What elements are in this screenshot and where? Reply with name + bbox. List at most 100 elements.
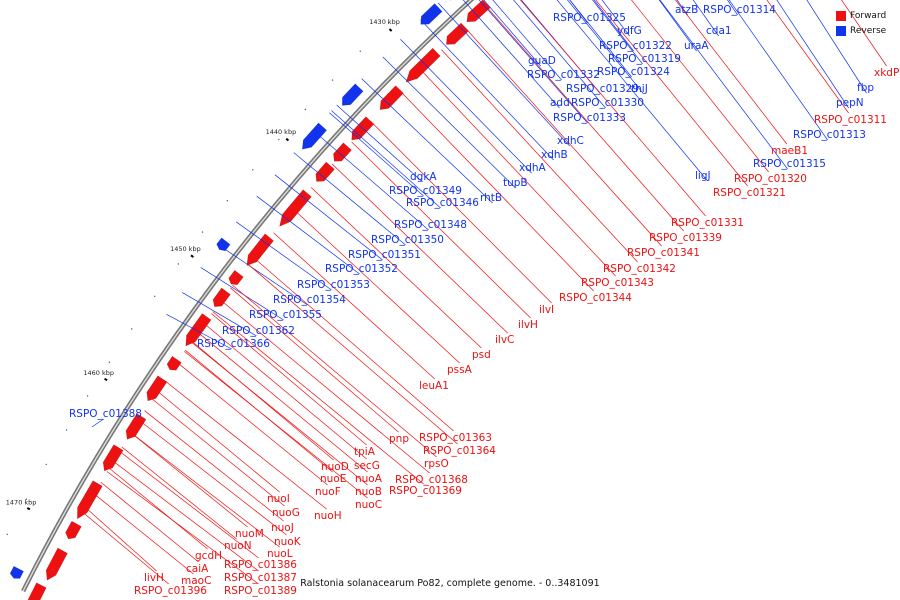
- scale-tick-label: 1450 kbp: [170, 245, 201, 253]
- forward-gene-label: RSPO_c01342: [603, 263, 676, 275]
- forward-label-leader: [631, 0, 769, 173]
- forward-label-leader: [464, 27, 662, 247]
- scale-ticks: 1390 kbp1400 kbp1410 kbp1420 kbp1430 kbp…: [6, 18, 400, 511]
- forward-gene-label: pnp: [389, 433, 409, 445]
- reverse-label-leader: [235, 221, 332, 291]
- forward-gene-label: rpsO: [424, 458, 449, 470]
- reverse-gene-label: RSPO_c01315: [753, 158, 826, 170]
- reverse-label-leader: [593, 0, 634, 52]
- reverse-gene-label: add: [550, 97, 570, 109]
- reverse-gene-label: RSPO_c01314: [703, 4, 776, 16]
- reverse-gene-label: RSPO_c01329: [566, 83, 639, 95]
- forward-label-leader: [151, 398, 285, 507]
- forward-label-leader: [130, 432, 248, 528]
- forward-gene-label: livH: [144, 572, 164, 584]
- forward-gene-label: gcdH: [195, 550, 222, 562]
- guide-dot: [387, 22, 390, 24]
- reverse-gene-label: RSPO_c01324: [597, 66, 670, 78]
- forward-gene-label: tpiA: [354, 446, 376, 458]
- forward-gene-label: RSPO_c01343: [581, 277, 654, 289]
- forward-gene-label: maeB1: [771, 145, 808, 157]
- reverse-gene-label: pepN: [836, 97, 864, 109]
- forward-gene-label: RSPO_c01331: [671, 217, 744, 229]
- forward-label-leader: [230, 287, 399, 433]
- reverse-gene-49: [420, 3, 443, 25]
- forward-gene-34: [77, 480, 103, 520]
- forward-gene-label: RSPO_c01341: [627, 247, 700, 259]
- scale-tick-mark: [388, 28, 393, 32]
- forward-gene-28: [212, 287, 231, 307]
- forward-label-leader: [486, 6, 684, 232]
- reverse-gene-label: guaD: [528, 55, 556, 67]
- guide-dot: [45, 463, 47, 466]
- reverse-gene-51: [302, 122, 327, 150]
- guide-dot: [278, 138, 280, 141]
- reverse-gene-label: rhtB: [480, 192, 502, 204]
- forward-gene-37: [27, 582, 47, 600]
- scale-tick-label: 1430 kbp: [369, 18, 400, 26]
- reverse-gene-label: RSPO_c01355: [249, 309, 322, 321]
- forward-label-leader: [766, 0, 849, 114]
- guide-dot: [108, 361, 111, 363]
- reverse-label-leader: [331, 110, 441, 209]
- backbone-highlight: [22, 0, 472, 592]
- reverse-label-leader: [478, 0, 588, 124]
- forward-gene-19: [446, 22, 469, 45]
- forward-gene-label: caiA: [186, 563, 209, 575]
- reverse-gene-label: RSPO_c01351: [348, 249, 421, 261]
- forward-gene-label: nuoL: [267, 548, 293, 560]
- forward-gene-label: RSPO_c01396: [134, 585, 207, 597]
- reverse-gene-label: RSPO_c01313: [793, 129, 866, 141]
- forward-gene-label: psd: [472, 349, 491, 361]
- forward-gene-35: [65, 520, 82, 540]
- reverse-gene-label: RSPO_c01322: [599, 40, 672, 52]
- reverse-label-leader: [592, 0, 643, 65]
- scale-tick-label: 1440 kbp: [266, 128, 297, 136]
- forward-gene-label: ilvH: [518, 319, 538, 331]
- guide-dot: [154, 295, 156, 297]
- reverse-label-leader: [659, 0, 788, 170]
- forward-label-leader: [82, 512, 169, 585]
- reverse-gene-label: xdhA: [519, 162, 547, 174]
- forward-label-leader: [331, 163, 508, 334]
- reverse-label-leader: [382, 56, 516, 189]
- forward-gene-label: leuA1: [419, 380, 449, 392]
- guide-dot: [201, 231, 204, 233]
- forward-label-leader: [121, 446, 237, 540]
- reverse-gene-label: xdhB: [541, 149, 568, 161]
- reverse-gene-label: cda1: [706, 25, 732, 37]
- forward-label-leader: [351, 141, 531, 319]
- forward-label-leader: [108, 467, 208, 550]
- genome-backbone: [21, 0, 475, 593]
- forward-gene-label: secG: [354, 460, 380, 472]
- forward-label-leader: [595, 0, 748, 187]
- guide-dot: [226, 200, 229, 202]
- forward-label-leader: [248, 264, 458, 445]
- forward-swatch: [836, 10, 846, 21]
- forward-label-leader: [190, 341, 368, 486]
- scale-tick-mark: [104, 377, 108, 382]
- reverse-label-leader: [91, 418, 104, 428]
- forward-gene-33: [102, 444, 124, 472]
- reverse-gene-label: RSPO_c01349: [389, 185, 462, 197]
- reverse-gene-label: ligJ: [695, 170, 711, 182]
- reverse-label-leader: [806, 0, 867, 94]
- guide-dot: [131, 328, 133, 330]
- forward-gene-label: RSPO_c01339: [649, 232, 722, 244]
- forward-label-leader: [273, 232, 436, 380]
- reverse-gene-label: tupB: [503, 177, 528, 189]
- scale-tick-mark: [190, 254, 194, 258]
- forward-gene-label: RSPO_c01387: [224, 572, 297, 584]
- reverse-label-leader: [692, 0, 719, 37]
- forward-gene-label: RSPO_c01364: [423, 445, 496, 457]
- reverse-label-leader: [256, 195, 360, 275]
- forward-label-leader: [106, 471, 259, 585]
- reverse-gene-label: thiJ: [631, 83, 648, 95]
- forward-gene-label: ilvI: [539, 304, 554, 316]
- forward-gene-label: xkdP: [874, 67, 899, 79]
- reverse-gene-label: RSPO_c01352: [325, 263, 398, 275]
- reverse-label-leader: [483, 0, 541, 67]
- reverse-label-leader: [492, 0, 562, 81]
